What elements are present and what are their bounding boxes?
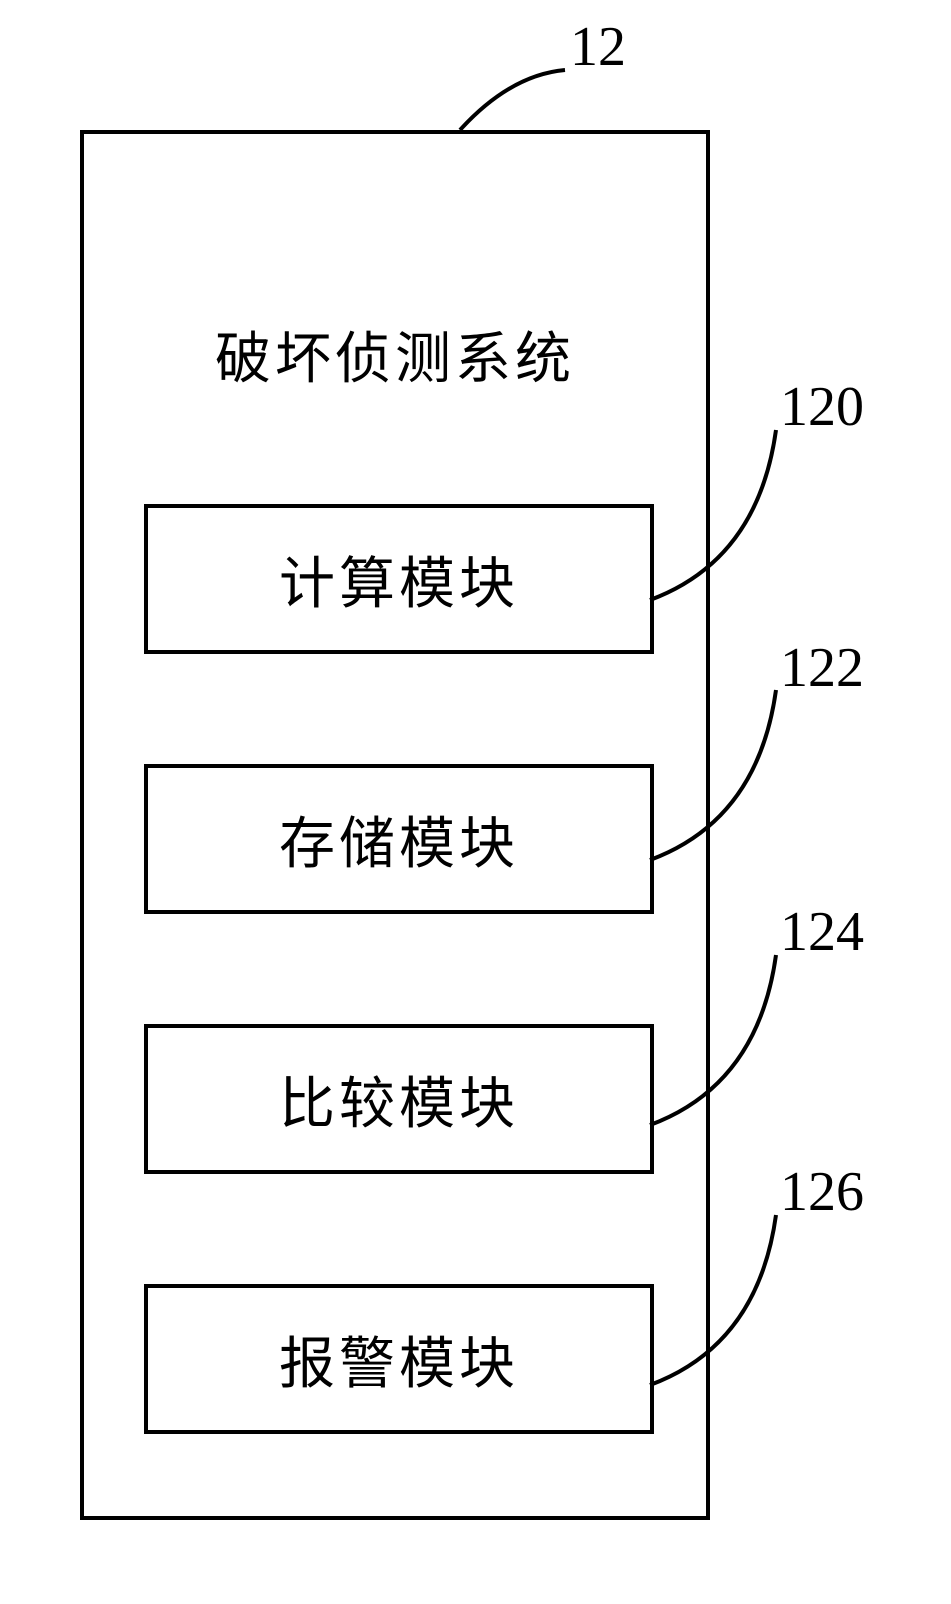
module-box-1: 存储模块 <box>144 764 654 914</box>
connector-main <box>450 60 590 140</box>
ref-label-0: 120 <box>780 375 864 439</box>
connector-0 <box>648 420 788 620</box>
main-system-box: 破坏侦测系统 计算模块 存储模块 比较模块 报警模块 <box>80 130 710 1520</box>
module-box-3: 报警模块 <box>144 1284 654 1434</box>
module-box-2: 比较模块 <box>144 1024 654 1174</box>
module-label-2: 比较模块 <box>279 1059 519 1140</box>
connector-3 <box>648 1205 788 1405</box>
ref-label-1: 122 <box>780 636 864 700</box>
module-box-0: 计算模块 <box>144 504 654 654</box>
module-label-1: 存储模块 <box>279 799 519 880</box>
ref-label-3: 126 <box>780 1160 864 1224</box>
connector-1 <box>648 680 788 880</box>
module-label-0: 计算模块 <box>279 539 519 620</box>
main-title: 破坏侦测系统 <box>84 314 706 395</box>
ref-label-2: 124 <box>780 900 864 964</box>
diagram-container: 破坏侦测系统 计算模块 存储模块 比较模块 报警模块 <box>80 130 710 1520</box>
module-label-3: 报警模块 <box>279 1319 519 1400</box>
connector-2 <box>648 945 788 1145</box>
